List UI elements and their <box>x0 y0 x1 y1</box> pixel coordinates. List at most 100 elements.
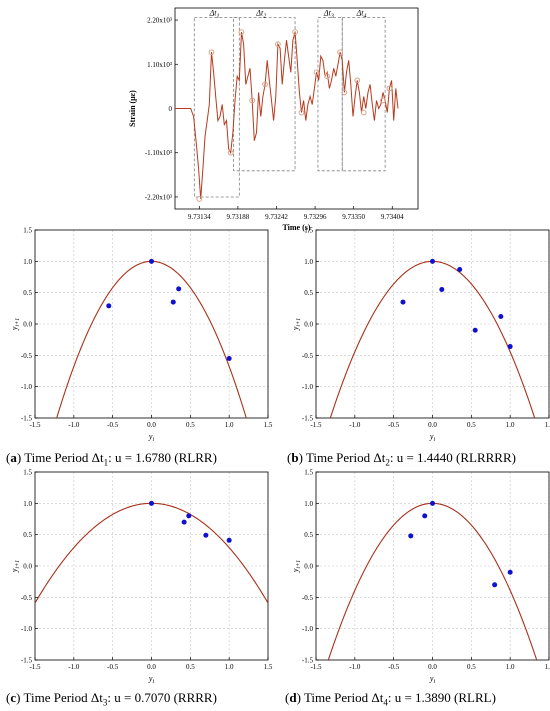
return-map-point <box>203 532 209 538</box>
y-axis-title: yi+1 <box>291 560 302 573</box>
extremum-marker <box>249 97 256 104</box>
extremum-marker <box>292 29 298 36</box>
y-tick-label: 1.0 <box>23 258 32 266</box>
x-axis-title-sub: i <box>433 437 435 443</box>
y-tick-label: 0 <box>169 105 173 113</box>
caption-text: Time Period Δt <box>24 450 104 465</box>
y-axis-title: yi+1 <box>10 560 21 573</box>
x-tick-label: 0.0 <box>428 421 437 429</box>
return-map-point <box>149 258 154 264</box>
strain-series-line <box>175 31 399 199</box>
x-axis-title: Time (s) <box>282 223 310 232</box>
y-axis-title: Strain (με) <box>128 90 137 127</box>
return-map-point <box>439 287 445 293</box>
x-tick-label: 9.73296 <box>304 213 327 221</box>
return-map-point <box>149 500 154 506</box>
return-map-point <box>181 519 187 525</box>
interval-sub: 3 <box>330 14 334 20</box>
return-map-point <box>186 513 192 519</box>
caption-letter: b <box>291 450 299 465</box>
y-tick-label: 1.0 <box>304 258 313 266</box>
caption-letter: d <box>289 690 297 705</box>
y-tick-label: 1.0 <box>304 500 313 508</box>
x-tick-label: 0.5 <box>186 663 195 671</box>
y-tick-label: -2.20x10³ <box>145 193 172 201</box>
y-tick-label: 0.5 <box>23 531 32 539</box>
interval-label: Δt1 <box>209 9 220 20</box>
interval-box <box>233 17 296 172</box>
y-tick-label: -1.0 <box>302 625 314 633</box>
y-tick-label: 0.0 <box>304 321 313 329</box>
extremum-marker <box>313 69 320 76</box>
extremum-marker <box>196 196 203 202</box>
interval-label: Δt4 <box>356 9 367 20</box>
x-tick-label: -0.5 <box>388 421 400 429</box>
extremum-marker <box>262 81 268 88</box>
x-axis-title-sub: i <box>152 679 154 685</box>
x-tick-label: 9.73134 <box>188 213 211 221</box>
extremum-marker <box>380 97 386 104</box>
caption-c: (c) Time Period Δt3: u = 0.7070 (RRRR) <box>6 690 217 708</box>
x-tick-label: 1.0 <box>506 421 515 429</box>
return-map-point <box>226 537 232 543</box>
y-tick-label: 0.5 <box>23 289 32 297</box>
y-tick-label: 1.5 <box>304 469 313 477</box>
return-map-point <box>430 500 435 506</box>
x-tick-label: 1.0 <box>225 663 234 671</box>
x-tick-label: 1.5 <box>545 421 550 429</box>
caption-u: : u = 1.4440 (RLRRRR) <box>389 450 516 465</box>
x-tick-label: 0.0 <box>147 663 156 671</box>
extremum-marker <box>354 77 361 84</box>
x-tick-label: 9.73188 <box>227 213 250 221</box>
return-map-panel-a: -1.5-1.5 -1.0 -1.0 -0.5 -0.5 0.0 0.0 0.5 0.5 1.0 1… <box>10 227 273 444</box>
return-map-point <box>170 299 176 305</box>
extremum-marker <box>208 49 215 56</box>
y-axis-title-sub: i+1 <box>296 318 302 327</box>
x-tick-label: 0.0 <box>428 663 437 671</box>
interval-sub: 2 <box>263 14 266 20</box>
x-tick-label: -1.0 <box>349 421 361 429</box>
extremum-marker <box>360 109 367 116</box>
return-map-point <box>498 313 504 319</box>
extremum-marker <box>341 89 348 96</box>
caption-sub: 1 <box>103 457 109 468</box>
return-map-panel-d: -1.5-1.5 -1.0 -1.0 -0.5 -0.5 0.0 0.0 0.5 0.5 1.0 1… <box>291 469 550 686</box>
y-tick-label: 1.5 <box>23 227 32 235</box>
interval-sub: 4 <box>363 13 366 20</box>
x-tick-label: 0.0 <box>147 421 156 429</box>
return-map-point <box>408 533 414 539</box>
x-tick-label: 0.5 <box>467 421 476 429</box>
y-tick-label: 2.20x10³ <box>147 17 172 25</box>
x-axis-title: yi <box>148 432 155 443</box>
x-axis-title-sub: i <box>433 679 435 685</box>
y-axis-title: yi+1 <box>10 318 21 331</box>
y-tick-label: 0.5 <box>304 289 313 297</box>
return-map-point <box>422 513 428 519</box>
y-tick-label: -0.5 <box>302 594 314 602</box>
return-map-point <box>492 582 498 588</box>
return-map-point <box>176 286 182 292</box>
caption-u: : u = 0.7070 (RRRR) <box>107 690 217 705</box>
return-map-point <box>507 569 513 575</box>
y-tick-label: -0.5 <box>21 594 33 602</box>
caption-b: (b) Time Period Δt2: u = 1.4440 (RLRRRR) <box>287 450 516 468</box>
x-tick-label: 1.0 <box>225 421 234 429</box>
x-tick-label: -0.5 <box>107 421 119 429</box>
caption-letter: a <box>10 450 17 465</box>
y-axis-title-sub: i+1 <box>15 560 21 569</box>
x-tick-label: -1.5 <box>310 663 322 671</box>
x-tick-label: 9.73350 <box>342 213 365 221</box>
caption-text: Time Period Δt <box>305 450 386 465</box>
extremum-marker <box>298 109 305 116</box>
interval-sub: 1 <box>217 14 220 20</box>
return-map-point <box>226 355 232 361</box>
x-axis-title: yi <box>429 432 436 443</box>
x-tick-label: 1.5 <box>264 663 273 671</box>
y-tick-label: 1.5 <box>23 469 32 477</box>
x-tick-label: -1.0 <box>68 421 80 429</box>
caption-sub: 4 <box>383 697 388 708</box>
x-tick-label: -0.5 <box>388 663 400 671</box>
extremum-marker <box>386 85 393 92</box>
y-tick-label: -1.5 <box>302 415 314 423</box>
